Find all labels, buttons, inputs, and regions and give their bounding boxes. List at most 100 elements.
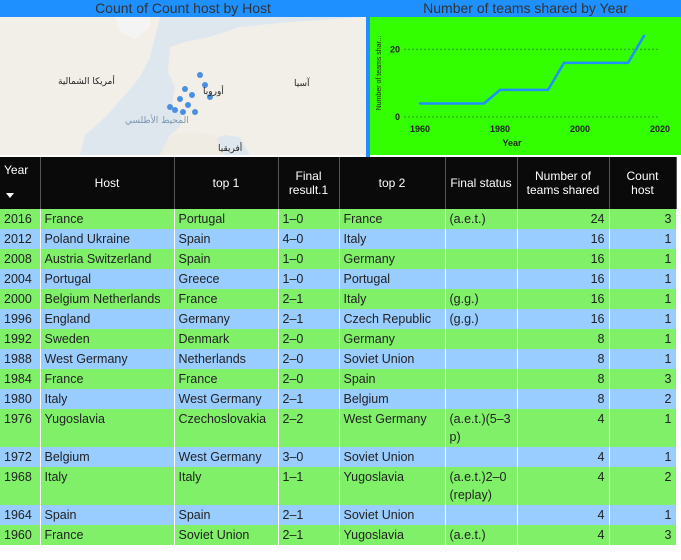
cell-final-status bbox=[445, 229, 518, 249]
column-header-year[interactable]: Year bbox=[0, 157, 41, 209]
cell-top1: Soviet Union bbox=[174, 525, 279, 545]
data-point bbox=[642, 34, 646, 37]
landmass-eurasia bbox=[168, 17, 366, 155]
table-row[interactable]: 2000 Belgium Netherlands France 2–1 Italy (g.… bbox=[0, 289, 677, 309]
data-point bbox=[466, 102, 470, 105]
table-row[interactable]: 1996 England Germany 2–1 Czech Republic (g.g.… bbox=[0, 309, 677, 329]
cell-year: 1984 bbox=[0, 369, 41, 389]
cell-teams-shared: 8 bbox=[517, 369, 610, 389]
cell-count-host: 1 bbox=[609, 249, 677, 269]
cell-count-host: 1 bbox=[609, 309, 677, 329]
column-header-host[interactable]: Host bbox=[40, 157, 175, 209]
map-canvas[interactable]: أمريكا الشمالية المحيط الأطلسي أوروبا آس… bbox=[0, 17, 366, 155]
cell-top1: Czechoslovakia bbox=[174, 409, 279, 447]
column-header-final-result[interactable]: Final result.1 bbox=[278, 157, 340, 209]
cell-top2: Soviet Union bbox=[339, 447, 446, 467]
cell-count-host: 2 bbox=[609, 467, 677, 505]
cell-teams-shared: 4 bbox=[517, 409, 610, 447]
line-chart-title: Number of teams shared by Year bbox=[423, 0, 628, 16]
map-label-atlantic: المحيط الأطلسي bbox=[125, 116, 189, 126]
line-chart-visual[interactable]: Number of teams shared by Year 0 20 1960 19… bbox=[370, 0, 681, 155]
cell-top2: Yugoslavia bbox=[339, 525, 446, 545]
data-point bbox=[498, 88, 502, 92]
cell-teams-shared: 16 bbox=[517, 229, 610, 249]
cell-host: Portugal bbox=[40, 269, 175, 289]
cell-top1: France bbox=[174, 289, 279, 309]
cell-host: Italy bbox=[40, 389, 175, 409]
cell-top1: Spain bbox=[174, 505, 279, 525]
cell-final-result: 3–0 bbox=[278, 447, 340, 467]
cell-top1: France bbox=[174, 369, 279, 389]
cell-count-host: 1 bbox=[609, 505, 677, 525]
cell-host: Yugoslavia bbox=[40, 409, 175, 447]
column-header-teams-shared[interactable]: Number of teams shared bbox=[517, 157, 610, 209]
cell-top2: West Germany bbox=[339, 409, 446, 447]
table-header-row: Year Host top 1 Final result.1 top 2 Fin… bbox=[0, 157, 677, 209]
cell-host: West Germany bbox=[40, 349, 175, 369]
cell-teams-shared: 16 bbox=[517, 309, 610, 329]
table-row[interactable]: 1960 France Soviet Union 2–1 Yugoslavia (a.e.… bbox=[0, 525, 677, 545]
cell-host: Belgium bbox=[40, 447, 175, 467]
cell-final-result: 2–0 bbox=[278, 329, 340, 349]
y-tick-label: 20 bbox=[390, 44, 400, 54]
line-title-bar: Number of teams shared by Year bbox=[370, 0, 681, 17]
map-visual[interactable]: Count of Count host by Host bbox=[0, 0, 366, 155]
x-tick-label: 2020 bbox=[650, 124, 670, 134]
column-header-count-host[interactable]: Count host bbox=[609, 157, 677, 209]
cell-year: 2008 bbox=[0, 249, 41, 269]
cell-top2: Yugoslavia bbox=[339, 467, 446, 505]
cell-year: 2004 bbox=[0, 269, 41, 289]
cell-final-status: (a.e.t.) bbox=[445, 209, 518, 229]
data-point bbox=[434, 102, 438, 105]
column-header-top2[interactable]: top 2 bbox=[339, 157, 446, 209]
table-row[interactable]: 1992 Sweden Denmark 2–0 Germany 8 1 bbox=[0, 329, 677, 349]
cell-top1: Denmark bbox=[174, 329, 279, 349]
cell-teams-shared: 24 bbox=[517, 209, 610, 229]
cell-count-host: 1 bbox=[609, 289, 677, 309]
cell-final-status bbox=[445, 249, 518, 269]
data-point bbox=[626, 61, 630, 65]
cell-top2: Germany bbox=[339, 329, 446, 349]
table-row[interactable]: 2008 Austria Switzerland Spain 1–0 Germany 16… bbox=[0, 249, 677, 269]
table-row[interactable]: 1984 France France 2–0 Spain 8 3 bbox=[0, 369, 677, 389]
map-label-north-america: أمريكا الشمالية bbox=[58, 77, 115, 87]
table-row[interactable]: 2016 France Portugal 1–0 France (a.e.t.) 24 3 bbox=[0, 209, 677, 229]
cell-teams-shared: 4 bbox=[517, 525, 610, 545]
cell-final-result: 1–0 bbox=[278, 209, 340, 229]
cell-top1: West Germany bbox=[174, 447, 279, 467]
series-line bbox=[420, 35, 646, 105]
cell-top1: Portugal bbox=[174, 209, 279, 229]
table-row[interactable]: 1988 West Germany Netherlands 2–0 Soviet Uni… bbox=[0, 349, 677, 369]
cell-final-status bbox=[445, 505, 518, 525]
table-row[interactable]: 1968 Italy Italy 1–1 Yugoslavia (a.e.t.)2–0 (… bbox=[0, 467, 677, 505]
cell-final-result: 2–0 bbox=[278, 369, 340, 389]
table-row[interactable]: 1972 Belgium West Germany 3–0 Soviet Union 4 1 bbox=[0, 447, 677, 467]
data-point bbox=[450, 102, 454, 105]
cell-top1: Greece bbox=[174, 269, 279, 289]
table-row[interactable]: 1976 Yugoslavia Czechoslovakia 2–2 West Germ… bbox=[0, 409, 677, 447]
cell-final-status: (a.e.t.)2–0 (replay) bbox=[445, 467, 518, 505]
data-point bbox=[482, 102, 486, 105]
column-header-top1[interactable]: top 1 bbox=[174, 157, 279, 209]
table-row[interactable]: 1964 Spain Spain 2–1 Soviet Union 4 1 bbox=[0, 505, 677, 525]
table-row[interactable]: 2004 Portugal Greece 1–0 Portugal 16 1 bbox=[0, 269, 677, 289]
cell-final-result: 2–1 bbox=[278, 309, 340, 329]
matrix-table-visual[interactable]: Year Host top 1 Final result.1 top 2 Fin… bbox=[0, 157, 681, 560]
table-row[interactable]: 1980 Italy West Germany 2–1 Belgium 8 2 bbox=[0, 389, 677, 409]
cell-host: England bbox=[40, 309, 175, 329]
cell-year: 1996 bbox=[0, 309, 41, 329]
cell-year: 1960 bbox=[0, 525, 41, 545]
landmass-greenland bbox=[115, 17, 150, 39]
cell-top2: Italy bbox=[339, 289, 446, 309]
cell-final-status: (g.g.) bbox=[445, 289, 518, 309]
cell-top1: Spain bbox=[174, 229, 279, 249]
cell-top2: Italy bbox=[339, 229, 446, 249]
cell-final-result: 2–1 bbox=[278, 505, 340, 525]
data-point bbox=[562, 61, 566, 65]
table-row[interactable]: 2012 Poland Ukraine Spain 4–0 Italy 16 1 bbox=[0, 229, 677, 249]
map-title-bar: Count of Count host by Host bbox=[0, 0, 366, 17]
cell-count-host: 1 bbox=[609, 447, 677, 467]
cell-top2: Portugal bbox=[339, 269, 446, 289]
cell-host: France bbox=[40, 209, 175, 229]
column-header-final-status[interactable]: Final status bbox=[445, 157, 518, 209]
